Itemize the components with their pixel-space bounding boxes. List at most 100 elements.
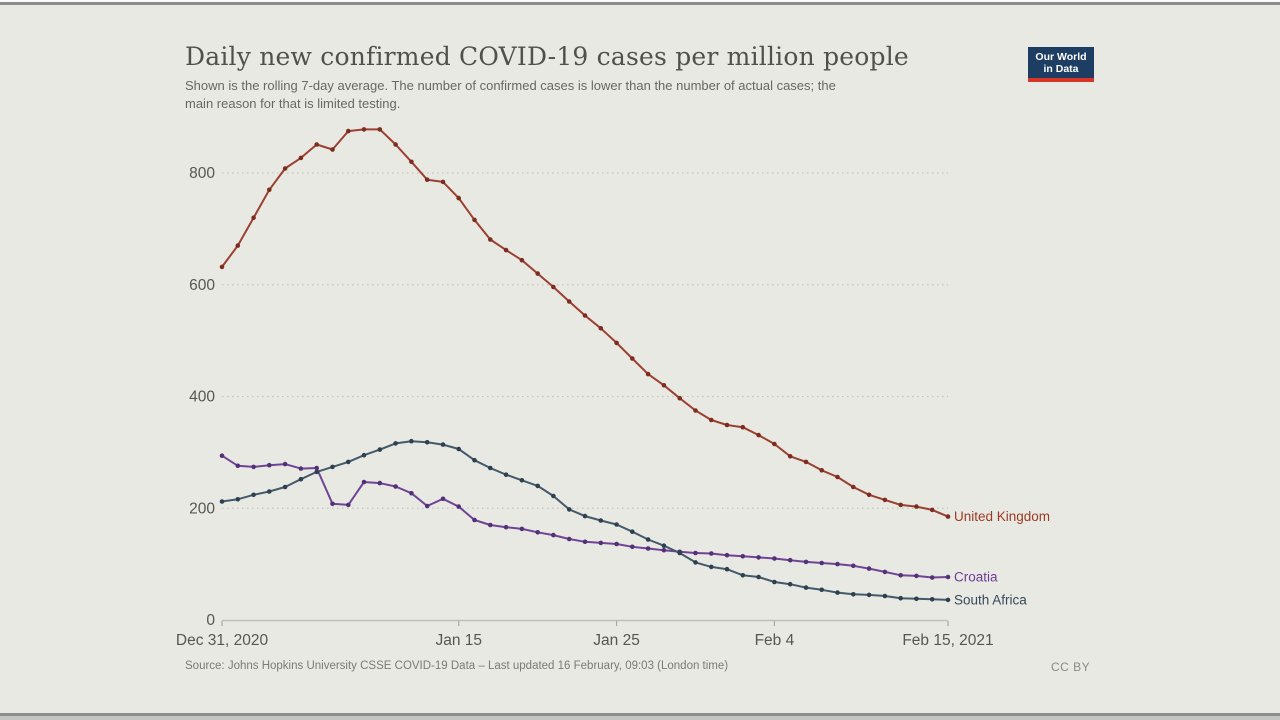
series-point-south-africa (314, 469, 320, 475)
series-point-united-kingdom (298, 155, 304, 161)
series-point-south-africa (251, 492, 256, 498)
series-point-croatia (393, 484, 398, 489)
series-point-united-kingdom (677, 395, 682, 401)
series-point-united-kingdom (393, 142, 398, 147)
source-note: Source: Johns Hopkins University CSSE CO… (185, 660, 729, 672)
chart-title: Daily new confirmed COVID-19 cases per m… (185, 42, 909, 71)
series-point-south-africa (693, 560, 698, 565)
series-point-south-africa (945, 597, 951, 603)
series-point-south-africa (440, 442, 446, 447)
series-point-south-africa (330, 464, 335, 470)
series-point-united-kingdom (630, 356, 635, 361)
x-tick-label: Dec 31, 2020 (176, 632, 269, 649)
series-point-united-kingdom (409, 159, 414, 165)
series-point-united-kingdom (866, 492, 872, 498)
series-point-united-kingdom (882, 497, 888, 503)
x-tick-label: Jan 15 (435, 632, 482, 649)
series-point-south-africa (709, 564, 714, 570)
y-tick-label-200: 200 (189, 500, 215, 517)
series-point-croatia (456, 504, 462, 509)
series-point-croatia (503, 524, 509, 530)
series-point-croatia (298, 466, 304, 471)
series-point-croatia (630, 544, 635, 550)
series-point-south-africa (535, 483, 540, 489)
series-point-croatia (551, 532, 556, 538)
chart-subtitle: Shown is the rolling 7-day average. The … (185, 77, 836, 114)
series-point-south-africa (851, 592, 856, 597)
series-point-south-africa (267, 489, 272, 494)
series-point-united-kingdom (456, 195, 462, 201)
series-point-croatia (598, 540, 604, 546)
series-point-croatia (267, 462, 272, 468)
frame-top-light-edge (0, 0, 1280, 2)
series-point-croatia (409, 490, 414, 496)
series-point-south-africa (456, 446, 462, 452)
series-point-south-africa (346, 459, 351, 465)
series-point-south-africa (740, 573, 746, 578)
series-point-united-kingdom (693, 408, 698, 413)
y-tick-label-800: 800 (189, 165, 215, 182)
series-point-united-kingdom (709, 417, 714, 423)
series-point-croatia (219, 453, 225, 459)
series-point-united-kingdom (645, 371, 651, 377)
series-point-united-kingdom (787, 454, 793, 459)
series-point-croatia (740, 554, 746, 559)
series-point-south-africa (914, 596, 919, 602)
series-point-united-kingdom (819, 468, 824, 473)
series-point-south-africa (519, 478, 525, 483)
series-point-croatia (724, 552, 730, 558)
series-point-united-kingdom (219, 264, 225, 270)
series-point-croatia (882, 569, 888, 575)
series-point-united-kingdom (851, 484, 856, 490)
series-point-croatia (330, 501, 335, 507)
series-label-south-africa: South Africa (954, 592, 1027, 607)
series-point-croatia (488, 522, 493, 528)
series-point-united-kingdom (582, 313, 588, 318)
series-point-south-africa (614, 522, 619, 527)
series-point-united-kingdom (282, 166, 288, 171)
series-point-united-kingdom (945, 514, 951, 519)
series-point-croatia (582, 539, 588, 545)
series-point-united-kingdom (503, 247, 509, 253)
y-tick-label-400: 400 (189, 389, 215, 406)
owid-logo-line-2: in Data (1043, 63, 1079, 75)
series-label-united-kingdom: United Kingdom (954, 509, 1050, 524)
series-point-south-africa (377, 447, 383, 452)
series-point-south-africa (598, 518, 604, 523)
series-point-south-africa (503, 472, 509, 478)
series-point-croatia (709, 551, 714, 556)
series-point-south-africa (566, 507, 572, 512)
series-point-south-africa (929, 597, 935, 602)
series-point-croatia (851, 563, 856, 569)
series-point-south-africa (235, 497, 241, 502)
series-point-united-kingdom (740, 424, 746, 430)
series-point-united-kingdom (235, 243, 241, 248)
series-point-croatia (251, 464, 256, 470)
series-point-south-africa (772, 579, 777, 585)
series-point-united-kingdom (314, 142, 320, 147)
series-point-south-africa (835, 590, 840, 595)
series-point-south-africa (409, 438, 414, 444)
license-badge: CC BY (1051, 660, 1091, 674)
owid-logo: Our World in Data (1028, 47, 1094, 82)
series-line-united-kingdom (221, 128, 949, 518)
series-point-croatia (756, 555, 761, 560)
series-point-united-kingdom (661, 383, 667, 388)
series-point-croatia (914, 573, 919, 579)
series-point-south-africa (819, 587, 824, 593)
series-point-croatia (803, 559, 809, 565)
series-point-south-africa (803, 585, 809, 590)
series-point-united-kingdom (267, 187, 272, 193)
series-point-south-africa (724, 566, 730, 572)
subtitle-line-1: Shown is the rolling 7-day average. The … (185, 78, 836, 93)
series-point-united-kingdom (835, 474, 840, 480)
series-point-united-kingdom (614, 340, 619, 346)
series-point-united-kingdom (724, 422, 730, 428)
series-point-united-kingdom (519, 257, 525, 263)
series-point-croatia (424, 503, 430, 509)
series-point-south-africa (898, 595, 903, 601)
x-tick-label: Jan 25 (593, 632, 640, 649)
series-point-united-kingdom (598, 326, 604, 331)
series-point-united-kingdom (929, 507, 935, 513)
